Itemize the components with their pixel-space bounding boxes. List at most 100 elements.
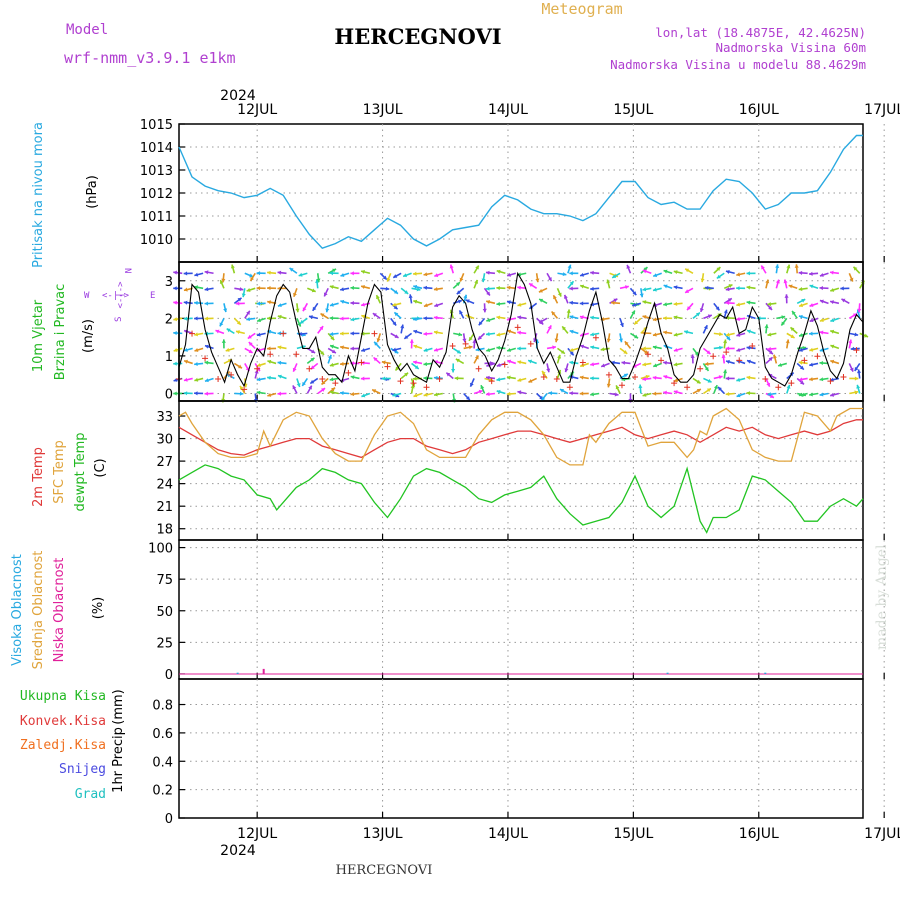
wind-arrow-head	[230, 264, 235, 269]
wind-arrow-head	[560, 388, 565, 393]
wind-arrow-head	[413, 393, 418, 398]
wind-gust-marker	[241, 386, 248, 393]
wind-arrow-head	[736, 393, 741, 398]
wind-arrow-head	[256, 332, 261, 337]
wind-arrow-head	[706, 350, 711, 354]
compass-east: E	[150, 291, 155, 301]
wind-arrow-head	[496, 301, 501, 306]
wind-arrow-head	[486, 317, 491, 322]
wind-arrow-head	[194, 391, 198, 396]
day-label-top: 12JUL	[237, 102, 277, 118]
wind-arrow-head	[465, 299, 470, 304]
wind-arrow-head	[794, 264, 799, 268]
temperature-ytick-label: 18	[156, 523, 173, 538]
wind-arrow-head	[312, 306, 317, 311]
wind-arrow-head	[394, 312, 399, 317]
wind-arrow-head	[728, 284, 733, 288]
wind-arrow-head	[785, 339, 790, 344]
wind-arrow-head	[652, 287, 657, 292]
wind-arrow-head	[194, 300, 198, 305]
wind-arrow-head	[746, 300, 751, 305]
wind-arrow-head	[848, 339, 853, 344]
wind-arrow-head	[423, 272, 428, 277]
wind-arrow-head	[496, 285, 500, 291]
wind-arrow-head	[716, 267, 721, 271]
wind-arrow-head	[725, 376, 730, 381]
wind-arrow-head	[277, 360, 282, 365]
wind-arrow-head	[611, 360, 615, 365]
wind-arrow-head	[579, 301, 584, 306]
wind-arrow-head	[395, 366, 400, 371]
wind-arrow-head	[372, 389, 377, 393]
wind-arrow-head	[204, 270, 209, 275]
wind-arrow-head	[772, 354, 777, 359]
clouds-ytick-label: 25	[156, 636, 173, 651]
wind-gust-marker	[384, 363, 391, 370]
wind-arrow-head	[553, 295, 557, 300]
wind-arrow-head	[465, 396, 470, 401]
wind-arrow-head	[673, 315, 678, 320]
wind-arrow-head	[652, 317, 657, 322]
wind-gust-marker	[332, 380, 339, 387]
wind-arrow-head	[376, 295, 380, 300]
wind-gust-marker	[410, 380, 417, 387]
wind-gust-marker	[514, 324, 521, 331]
wind-arrow-head	[819, 285, 824, 291]
wind-arrow-head	[456, 282, 460, 287]
wind-gust-marker	[540, 373, 547, 380]
wind-arrow-head	[423, 331, 428, 336]
wind-arrow-head	[766, 382, 771, 387]
wind-arrow-head	[663, 302, 667, 307]
wind-arrow-head	[449, 264, 454, 269]
pressure-ytick-label: 1011	[140, 210, 173, 225]
wind-arrow-head	[463, 294, 468, 299]
wind-arrow-head	[329, 331, 334, 337]
wind-arrow-head	[726, 336, 731, 341]
wind-arrow-head	[394, 349, 399, 354]
wind-arrow-head	[798, 392, 803, 397]
wind-arrow-head	[809, 377, 813, 382]
wind-gust-marker	[853, 347, 860, 354]
wind-arrow-head	[446, 372, 451, 377]
wind-arrow-head	[459, 310, 463, 315]
wind-arrow-head	[361, 393, 366, 398]
wind-arrow-head	[381, 360, 386, 365]
compass-west: W	[84, 291, 90, 301]
day-label-bottom: 14JUL	[488, 826, 528, 842]
precip-ytick-label: 0.4	[152, 755, 173, 770]
precip-legend-snow: Snijeg	[59, 762, 106, 777]
compass-arrow: <-|->	[116, 281, 126, 309]
wind-arrow-head	[809, 347, 814, 352]
wind-arrow-head	[590, 270, 594, 275]
wind-arrow-head	[350, 271, 354, 276]
wind-arrow-head	[219, 280, 224, 284]
wind-arrow-head	[619, 322, 624, 327]
wind-arrow-head	[423, 285, 428, 290]
wind-arrow-head	[850, 346, 855, 351]
wind-arrow-head	[569, 315, 574, 320]
wind-arrow-head	[517, 302, 522, 307]
footer-title: HERCEGNOVI	[336, 863, 433, 878]
wind-arrow-head	[237, 297, 242, 302]
wind-arrow-head	[653, 363, 658, 368]
wind-arrow-head	[663, 374, 668, 379]
wind-arrow-head	[830, 300, 834, 305]
wind-gust-marker	[254, 365, 261, 372]
wind-gust-marker	[658, 357, 665, 364]
cloud-unit-label: (%)	[91, 597, 106, 620]
wind-arrow-head	[506, 391, 511, 396]
wind-arrow-head	[768, 350, 773, 355]
wind-arrow-head	[798, 360, 803, 365]
wind-arrow-head	[788, 284, 793, 289]
wind-arrow-head	[560, 349, 565, 354]
wind-arrow-head	[173, 317, 178, 322]
precip-frame	[178, 678, 864, 819]
wind-arrow-head	[687, 306, 691, 311]
wind-arrow-head	[183, 391, 188, 396]
wind-arrow-head	[819, 273, 824, 277]
wind-arrow-head	[517, 315, 522, 320]
wind-arrow-head	[237, 364, 242, 369]
wind-arrow-head	[376, 338, 381, 342]
wind-arrow-head	[485, 270, 490, 275]
wind-arrow-head	[798, 314, 803, 319]
